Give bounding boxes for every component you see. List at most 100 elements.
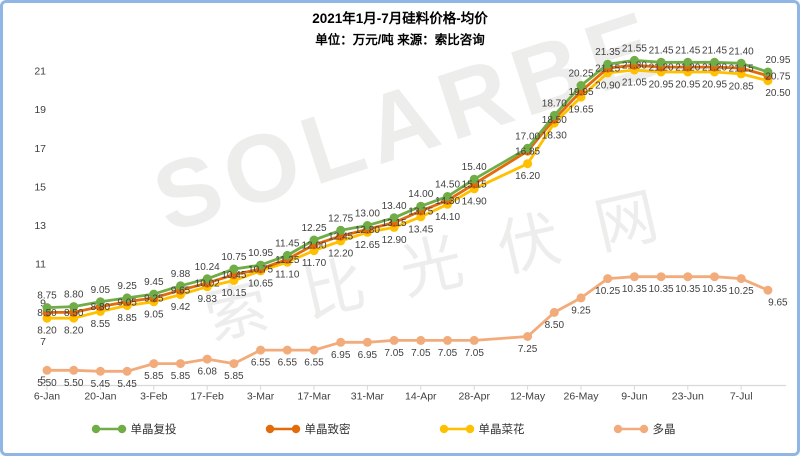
data-label: 13.45 [408,224,433,235]
data-label: 21.55 [622,43,647,54]
data-label: 10.35 [622,284,647,295]
series-labels-mono-cauliflower: 8.20 8.208.558.85 9.059.429.8310.1510.6511… [37,78,791,337]
data-point [362,337,372,347]
data-label: 13.00 [355,209,380,220]
data-point [69,365,79,375]
data-label: 14.50 [435,180,460,191]
data-label: 7.25 [518,344,538,355]
data-label: 20.95 [765,55,790,66]
data-label: 10.25 [729,286,754,297]
data-label: 16.20 [515,171,540,182]
data-label: 14.00 [408,189,433,200]
data-label: 8.80 [91,302,111,313]
legend-item-mono-dense: 单晶致密 [263,421,351,437]
legend: 单晶复投 单晶致密 单晶菜花 多晶 [3,421,782,437]
data-label: 21.15 [595,64,620,75]
y-tick-label: 21 [34,66,46,78]
data-label: 9.42 [171,302,191,313]
data-label: 10.95 [248,248,273,259]
data-point [42,303,52,313]
chart-header: 2021年1月-7月硅料价格-均价 单位：万元/吨 来源：索比咨询 [3,7,797,48]
data-label: 20.95 [675,80,700,91]
data-point [469,174,479,184]
series-line-poly [42,272,773,376]
data-point [149,359,159,369]
y-tick-label: 11 [35,259,46,271]
data-point [69,302,79,312]
data-label: 11.45 [275,238,300,249]
data-point [202,354,212,364]
data-label: 15.40 [462,162,487,173]
data-point [683,272,693,282]
data-label: 6.55 [251,358,271,369]
chart-subtitle: 单位：万元/吨 来源：索比咨询 [315,33,485,47]
data-label: 5.50 [64,378,84,389]
data-point [336,225,346,235]
data-label: 5.45 [117,379,137,390]
data-label: 5.85 [224,371,244,382]
data-label: 21.20 [702,63,727,74]
data-label: 8.55 [91,319,111,330]
data-point [95,297,105,307]
data-label: 20.95 [649,80,674,91]
data-label: 6.55 [304,358,324,369]
data-label: 21.45 [675,45,700,56]
data-label: 9.25 [117,281,137,292]
data-label: 10.02 [195,279,220,290]
data-label: 18.30 [542,131,567,142]
data-label: 8.50 [64,308,84,319]
data-label: 13.75 [408,207,433,218]
y-axis: 5 7 9 11 13 15 17 19 21 [34,66,46,387]
y-tick-label: 15 [34,181,46,193]
x-tick-label: 26-May [563,391,599,403]
data-point [229,359,239,369]
data-label: 12.90 [382,235,407,246]
data-label: 9.25 [144,293,164,304]
data-point [256,260,266,270]
data-point [309,345,319,355]
data-point [656,272,666,282]
data-label: 21.20 [649,63,674,74]
x-tick-label: 7-Jul [730,391,753,403]
legend-item-mono-recast: 单晶复投 [89,421,177,437]
data-label: 10.35 [649,284,674,295]
x-tick-label: 20-Jan [84,391,116,403]
data-label: 11.10 [275,270,300,281]
data-label: 17.00 [515,131,540,142]
data-label: 14.10 [435,212,460,223]
legend-item-mono-cauliflower: 单晶菜花 [437,421,525,437]
data-label: 10.75 [221,252,246,263]
x-tick-label: 9-Jun [621,391,647,403]
data-label: 10.45 [221,270,246,281]
data-label: 11.70 [302,258,327,269]
data-point [710,272,719,282]
y-tick-label: 7 [40,336,46,348]
data-label: 18.70 [542,98,567,109]
data-label: 6.95 [358,350,378,361]
x-tick-label: 28-Apr [458,391,490,403]
data-label: 12.25 [301,223,326,234]
data-label: 21.15 [729,64,754,75]
data-point [176,281,185,291]
legend-label: 单晶致密 [304,424,351,436]
data-label: 9.65 [768,298,788,309]
data-point [576,293,586,303]
legend-marker-icon [265,424,300,434]
data-label: 8.20 [64,326,84,337]
legend-label: 单晶复投 [130,424,177,436]
data-point [229,264,239,274]
data-point [416,335,426,345]
data-label: 20.90 [595,80,620,91]
data-point [309,235,319,245]
data-point [202,274,212,284]
data-label: 16.85 [515,147,540,158]
x-tick-label: 17-Feb [191,391,224,403]
data-label: 9.05 [144,309,164,320]
data-label: 14.30 [435,196,460,207]
data-label: 19.65 [568,105,593,116]
data-label: 8.50 [37,308,57,319]
data-point [282,250,292,260]
data-label: 7.05 [438,348,458,359]
